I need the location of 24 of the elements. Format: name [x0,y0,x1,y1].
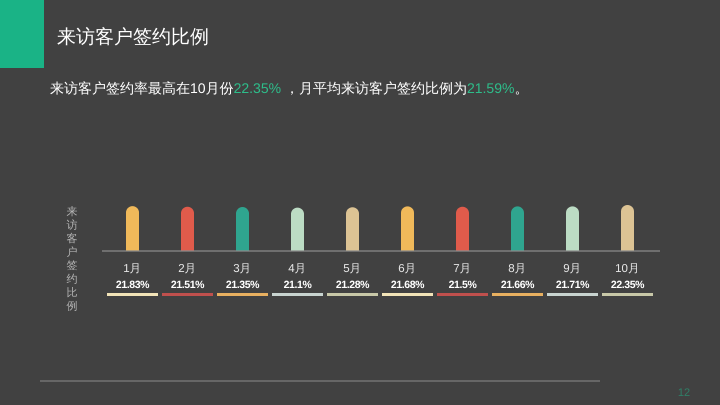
text: 12 [678,387,690,399]
data-label: 21.28% [336,279,370,291]
data-label: 21.71% [556,279,590,291]
data-label: 22.35% [610,279,646,291]
chart-subtitle: 来访客户签约率最高在10月份22.35% ，月平均来访客户签约比例为21.59%。 [50,80,528,96]
x-tick-label: 5月 [343,262,362,275]
x-tick-label: 7月 [453,262,472,275]
x-tick-label: 3月 [233,262,252,275]
x-tick-label: 9月 [563,262,582,275]
x-tick-label: 1月 [123,262,142,275]
x-tick-label: 4月 [288,262,307,275]
data-label: 21.66% [500,279,536,291]
x-tick-label: 10月 [615,262,640,275]
data-label: 21.35% [226,279,260,291]
x-tick-label: 6月 [398,262,417,275]
data-label: 21.51% [170,279,206,291]
data-label: 21.83% [116,279,150,291]
x-tick-label: 2月 [178,262,197,275]
y-axis-title: 来访客户签约比例 [66,205,78,312]
data-label: 21.68% [390,279,426,291]
data-label: 21.5% [448,279,478,291]
x-tick-label: 8月 [508,262,527,275]
chart-title: 来访客户签约比例 [57,26,209,48]
data-label: 21.1% [284,279,312,291]
